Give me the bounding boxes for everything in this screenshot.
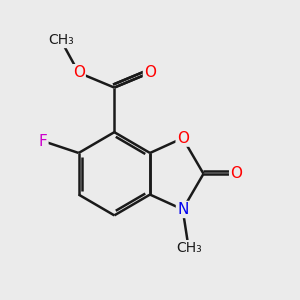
Text: O: O (230, 166, 242, 181)
Text: CH₃: CH₃ (48, 33, 74, 47)
Text: O: O (177, 130, 189, 146)
Text: O: O (73, 65, 85, 80)
Text: F: F (39, 134, 47, 148)
Text: N: N (177, 202, 188, 217)
Text: CH₃: CH₃ (176, 241, 202, 255)
Text: O: O (144, 65, 156, 80)
